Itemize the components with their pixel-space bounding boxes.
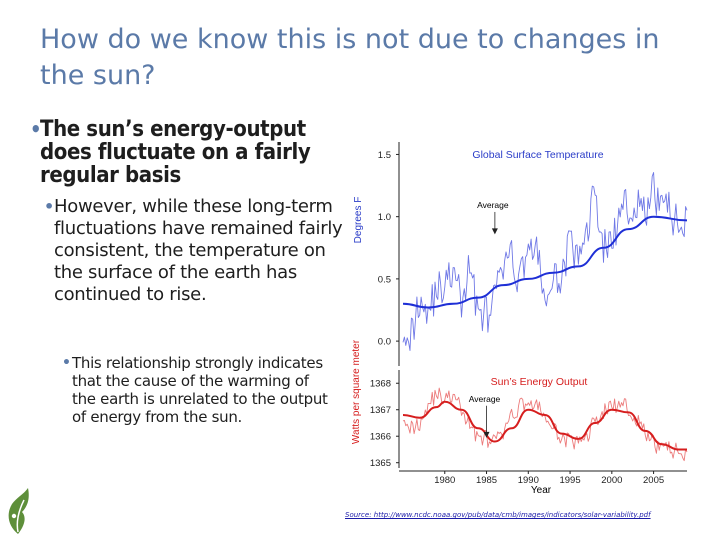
- temperature-annual-line: [402, 172, 688, 351]
- source-link[interactable]: Source: http://www.ncdc.noaa.gov/pub/dat…: [345, 511, 651, 519]
- chart-marks: 1.5 1.0 0.5 0.0 1368 1367 1366 1365 1980 1985 1990…: [370, 142, 688, 486]
- bullet-level-3: • This relationship strongly indicates t…: [62, 354, 332, 426]
- x-tick-label: 2000: [601, 475, 622, 486]
- leaf-logo-icon: [8, 488, 29, 534]
- y-tick-label: 1368: [370, 379, 391, 390]
- bullet-3-text: This relationship strongly indicates tha…: [72, 354, 328, 426]
- y-tick-label: 1366: [370, 432, 391, 443]
- x-tick-label: 1995: [559, 475, 580, 486]
- solar-daily-line: [402, 387, 688, 462]
- average-arrow-head: [491, 228, 498, 235]
- bullet-level-1: • The sun’s energy-output does fluctuate…: [30, 117, 360, 188]
- temperature-solar-chart: Global Surface Temperature Degrees F Wat…: [345, 130, 695, 502]
- bullet-1-text: The sun’s energy-output does fluctuate o…: [40, 117, 311, 188]
- bullet-marker: •: [62, 355, 71, 371]
- y-tick-label: 1367: [370, 405, 391, 416]
- y-tick-label: 0.0: [378, 337, 391, 348]
- bullet-marker: •: [44, 197, 54, 216]
- y-tick-label: 1.5: [378, 150, 391, 161]
- temperature-panel-title: Global Surface Temperature: [472, 149, 603, 161]
- temperature-smoothed-line: [402, 215, 688, 309]
- solar-average-label: Average: [469, 394, 501, 404]
- solar-smoothed-line: [402, 400, 687, 451]
- solar-panel-title: Sun’s Energy Output: [491, 376, 588, 388]
- bullet-marker: •: [30, 117, 42, 141]
- temperature-y-axis-label: Degrees F: [353, 197, 364, 244]
- x-axis-label: Year: [531, 485, 552, 496]
- x-tick-label: 1985: [476, 475, 497, 486]
- y-tick-label: 1365: [370, 458, 391, 469]
- solar-y-axis-label: Watts per square meter: [351, 339, 362, 444]
- x-tick-label: 1980: [434, 475, 455, 486]
- temperature-average-label: Average: [477, 200, 509, 210]
- average-arrow-head: [483, 431, 490, 438]
- bullet-2-text: However, while these long-term fluctuati…: [54, 196, 343, 305]
- bullet-level-2: • However, while these long-term fluctua…: [44, 196, 354, 306]
- x-tick-label: 1990: [518, 475, 539, 486]
- y-tick-label: 0.5: [378, 274, 391, 285]
- chart-background: [345, 130, 695, 502]
- y-tick-label: 1.0: [378, 212, 391, 223]
- x-tick-label: 2005: [643, 475, 664, 486]
- slide-title: How do we know this is not due to change…: [40, 24, 660, 91]
